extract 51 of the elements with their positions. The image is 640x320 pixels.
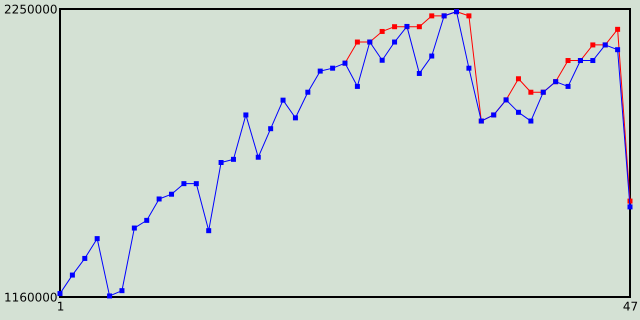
point bbox=[392, 40, 398, 45]
point bbox=[70, 272, 75, 278]
point bbox=[528, 118, 534, 124]
y-tick-label: 2250000 bbox=[4, 2, 58, 16]
point bbox=[292, 115, 298, 120]
point bbox=[156, 196, 162, 202]
point bbox=[243, 112, 248, 118]
point bbox=[590, 42, 596, 48]
y-tick-label: 1160000 bbox=[4, 290, 58, 304]
point bbox=[218, 160, 224, 166]
point bbox=[58, 291, 62, 296]
point bbox=[94, 236, 100, 242]
point bbox=[392, 24, 398, 30]
point bbox=[380, 28, 385, 34]
point bbox=[280, 98, 286, 103]
point bbox=[194, 181, 199, 186]
point bbox=[516, 76, 521, 82]
x-tick-label: 47 bbox=[622, 300, 638, 314]
point bbox=[230, 156, 236, 162]
point bbox=[206, 228, 212, 234]
point bbox=[516, 110, 521, 115]
point bbox=[330, 66, 336, 71]
point bbox=[528, 90, 534, 95]
point bbox=[119, 288, 124, 294]
point bbox=[132, 226, 137, 231]
point bbox=[318, 68, 323, 74]
point bbox=[429, 13, 434, 18]
point bbox=[466, 66, 472, 71]
point bbox=[429, 54, 434, 59]
point bbox=[107, 293, 112, 298]
point bbox=[590, 58, 596, 64]
point bbox=[256, 154, 261, 160]
point bbox=[181, 181, 186, 186]
point bbox=[169, 192, 174, 197]
line-series bbox=[58, 9, 632, 298]
point bbox=[354, 40, 360, 45]
point bbox=[82, 256, 88, 261]
point bbox=[305, 90, 310, 95]
point bbox=[354, 84, 360, 89]
point bbox=[566, 84, 571, 89]
point bbox=[144, 218, 150, 223]
point bbox=[615, 47, 620, 52]
x-tick-label: 1 bbox=[56, 300, 64, 314]
point bbox=[466, 13, 472, 18]
point bbox=[416, 24, 422, 30]
point bbox=[628, 204, 632, 210]
point bbox=[380, 58, 385, 63]
point bbox=[268, 126, 274, 132]
point bbox=[566, 58, 571, 64]
point bbox=[416, 70, 422, 76]
point bbox=[615, 26, 620, 32]
